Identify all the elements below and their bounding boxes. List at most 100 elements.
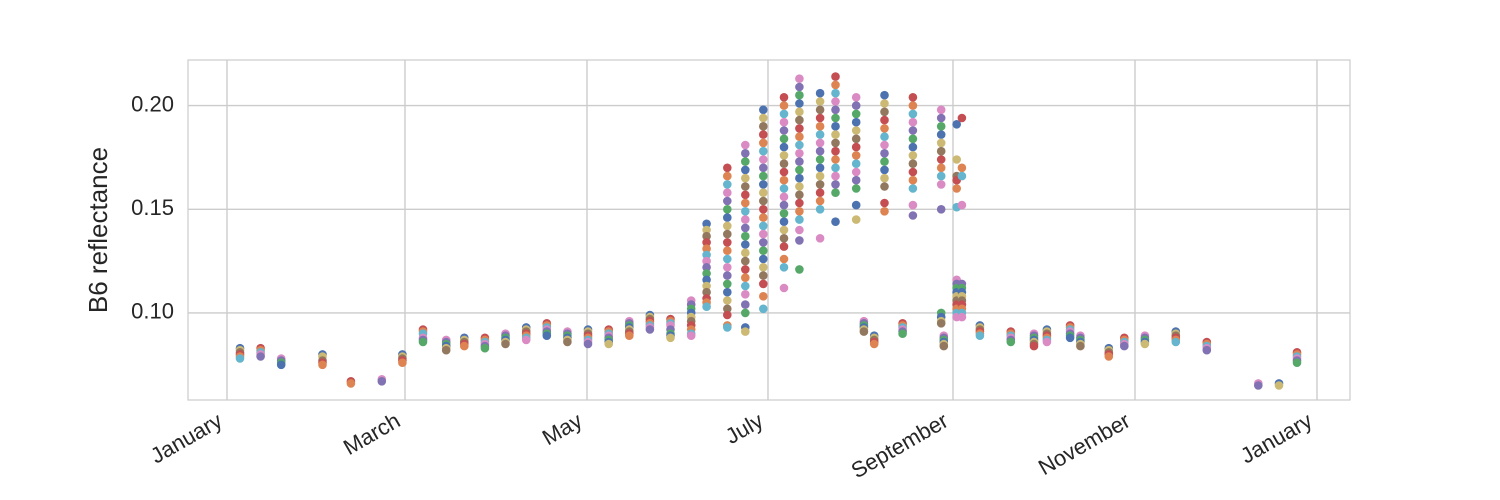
data-point (779, 126, 789, 135)
data-point (702, 302, 711, 312)
data-point (625, 331, 634, 341)
data-point (702, 231, 711, 241)
data-point (779, 263, 789, 272)
data-point (741, 198, 750, 208)
data-point (795, 99, 804, 108)
data-point (795, 140, 804, 150)
data-point (831, 217, 840, 226)
data-point (723, 238, 732, 247)
data-point (831, 72, 840, 81)
data-point (723, 304, 732, 314)
data-point (460, 341, 469, 351)
data-point (952, 155, 961, 164)
data-point (759, 122, 768, 131)
data-point (795, 190, 804, 200)
x-tick-label: May (538, 408, 586, 450)
data-point (723, 196, 732, 206)
data-point (908, 167, 918, 177)
data-point (1076, 341, 1085, 351)
data-point (957, 171, 967, 181)
data-point (957, 312, 967, 322)
data-point (604, 339, 613, 349)
data-point (880, 165, 889, 175)
data-point (880, 90, 889, 100)
data-point (831, 155, 840, 164)
data-point (779, 283, 789, 293)
data-point (759, 138, 768, 148)
x-tick-label: July (721, 408, 767, 449)
data-point (779, 109, 789, 119)
data-point (779, 142, 789, 152)
data-point (759, 188, 768, 197)
data-point (741, 327, 750, 336)
data-point (723, 163, 732, 173)
data-point (795, 90, 804, 100)
data-point (795, 82, 804, 92)
data-point (702, 275, 711, 285)
data-point (936, 319, 946, 328)
data-point (741, 240, 750, 249)
data-point (795, 74, 804, 83)
data-point (795, 149, 804, 158)
data-point (759, 163, 768, 173)
data-point (795, 124, 804, 133)
data-point (723, 323, 732, 332)
data-point (759, 221, 768, 231)
data-point (880, 115, 889, 125)
data-point (831, 130, 840, 139)
data-point (1065, 333, 1075, 343)
data-point (723, 188, 732, 197)
data-point (880, 157, 889, 166)
data-point (741, 215, 750, 224)
data-point (815, 188, 825, 197)
data-point (795, 115, 804, 125)
data-point (795, 236, 804, 245)
x-tick-labels: January March May July September November Janu… (146, 408, 1316, 483)
data-point (936, 130, 946, 139)
data-point (880, 173, 889, 183)
data-point (741, 300, 750, 309)
data-point (741, 182, 750, 191)
data-point (741, 281, 750, 291)
data-point (815, 105, 825, 115)
data-point (795, 165, 804, 175)
data-point (795, 265, 804, 274)
data-point (851, 109, 861, 119)
data-point (795, 182, 804, 191)
data-point (936, 105, 946, 115)
data-point (908, 211, 918, 220)
data-point (702, 238, 711, 247)
data-point (851, 159, 861, 168)
x-tick-label: November (1034, 408, 1134, 480)
plot-area (187, 59, 1351, 401)
data-point (936, 138, 946, 148)
data-point (880, 132, 889, 141)
data-point (398, 358, 407, 368)
data-point (908, 109, 918, 119)
data-point (880, 99, 889, 108)
data-point (815, 171, 825, 181)
data-point (908, 134, 918, 144)
data-point (741, 273, 750, 283)
data-point (779, 101, 789, 110)
data-point (815, 97, 825, 106)
data-point (723, 229, 732, 239)
data-point (869, 339, 879, 349)
data-point (666, 333, 675, 343)
data-point (908, 101, 918, 110)
data-point (851, 117, 861, 127)
data-point (759, 130, 768, 139)
data-point (759, 205, 768, 214)
data-point (702, 219, 711, 229)
data-point (741, 157, 750, 166)
data-point (759, 213, 768, 222)
data-point (723, 213, 732, 222)
data-point (759, 246, 768, 255)
data-point (851, 175, 861, 185)
data-point (723, 180, 732, 189)
data-point (851, 151, 861, 160)
data-point (936, 146, 946, 156)
data-point (645, 325, 655, 334)
data-point (851, 101, 861, 110)
data-point (779, 175, 789, 185)
